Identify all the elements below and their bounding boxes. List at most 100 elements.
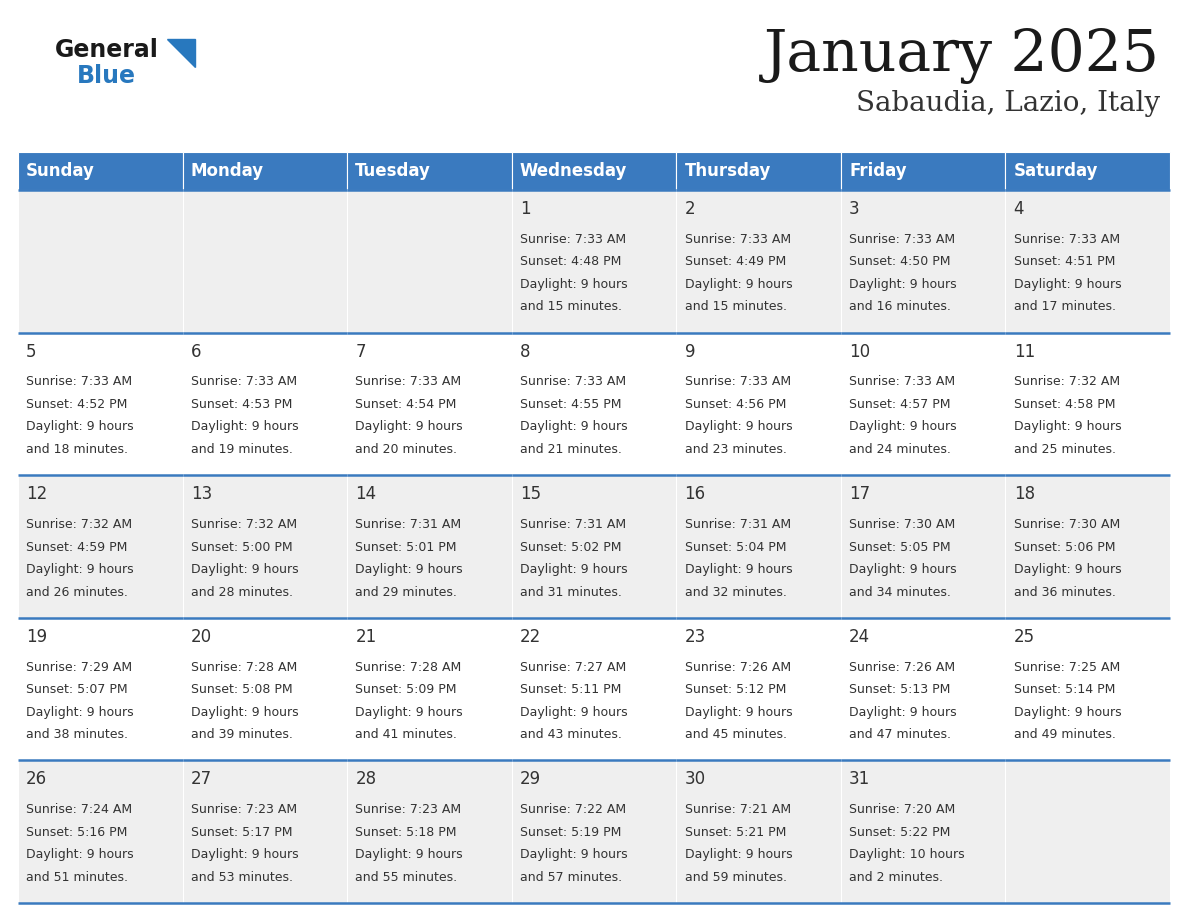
Text: 28: 28 xyxy=(355,770,377,789)
Text: Daylight: 9 hours: Daylight: 9 hours xyxy=(1013,278,1121,291)
Text: 20: 20 xyxy=(191,628,211,645)
Bar xyxy=(1005,476,1170,618)
Text: Sunset: 5:22 PM: Sunset: 5:22 PM xyxy=(849,825,950,839)
Bar xyxy=(183,476,347,618)
Text: 23: 23 xyxy=(684,628,706,645)
Bar xyxy=(1005,618,1170,760)
Text: 6: 6 xyxy=(191,342,201,361)
Text: 24: 24 xyxy=(849,628,871,645)
Bar xyxy=(1005,332,1170,476)
Text: and 49 minutes.: and 49 minutes. xyxy=(1013,728,1116,741)
Text: Daylight: 9 hours: Daylight: 9 hours xyxy=(849,420,956,433)
Text: Sunset: 4:56 PM: Sunset: 4:56 PM xyxy=(684,397,786,411)
Text: Sunrise: 7:32 AM: Sunrise: 7:32 AM xyxy=(26,518,132,531)
Text: and 23 minutes.: and 23 minutes. xyxy=(684,443,786,456)
Bar xyxy=(841,152,1005,190)
Text: 12: 12 xyxy=(26,486,48,503)
Text: Sunset: 5:06 PM: Sunset: 5:06 PM xyxy=(1013,541,1116,554)
Bar xyxy=(18,476,183,618)
Bar xyxy=(512,190,676,332)
Text: 5: 5 xyxy=(26,342,37,361)
Text: and 47 minutes.: and 47 minutes. xyxy=(849,728,952,741)
Text: Sunset: 4:53 PM: Sunset: 4:53 PM xyxy=(191,397,292,411)
Text: Sunset: 4:50 PM: Sunset: 4:50 PM xyxy=(849,255,950,268)
Bar xyxy=(841,476,1005,618)
Bar xyxy=(183,760,347,903)
Text: Daylight: 9 hours: Daylight: 9 hours xyxy=(26,706,134,719)
Text: Sunrise: 7:27 AM: Sunrise: 7:27 AM xyxy=(520,661,626,674)
Text: Saturday: Saturday xyxy=(1013,162,1098,180)
Text: Sunrise: 7:33 AM: Sunrise: 7:33 AM xyxy=(684,375,791,388)
Text: and 39 minutes.: and 39 minutes. xyxy=(191,728,292,741)
Text: Daylight: 9 hours: Daylight: 9 hours xyxy=(191,706,298,719)
Text: 26: 26 xyxy=(26,770,48,789)
Text: Sunrise: 7:33 AM: Sunrise: 7:33 AM xyxy=(849,375,955,388)
Text: Sabaudia, Lazio, Italy: Sabaudia, Lazio, Italy xyxy=(855,90,1159,117)
Text: 22: 22 xyxy=(520,628,542,645)
Text: 19: 19 xyxy=(26,628,48,645)
Text: General: General xyxy=(55,38,159,62)
Text: Sunrise: 7:32 AM: Sunrise: 7:32 AM xyxy=(1013,375,1120,388)
Text: 17: 17 xyxy=(849,486,871,503)
Text: Sunrise: 7:23 AM: Sunrise: 7:23 AM xyxy=(355,803,461,816)
Text: Daylight: 9 hours: Daylight: 9 hours xyxy=(684,563,792,576)
Text: Daylight: 9 hours: Daylight: 9 hours xyxy=(191,848,298,861)
Bar xyxy=(183,332,347,476)
Text: and 25 minutes.: and 25 minutes. xyxy=(1013,443,1116,456)
Text: 15: 15 xyxy=(520,486,541,503)
Text: Daylight: 9 hours: Daylight: 9 hours xyxy=(684,848,792,861)
Text: Sunset: 4:52 PM: Sunset: 4:52 PM xyxy=(26,397,127,411)
Bar xyxy=(347,760,512,903)
Bar xyxy=(676,760,841,903)
Text: and 38 minutes.: and 38 minutes. xyxy=(26,728,128,741)
Text: Sunset: 5:09 PM: Sunset: 5:09 PM xyxy=(355,683,457,696)
Text: Sunrise: 7:33 AM: Sunrise: 7:33 AM xyxy=(355,375,461,388)
Text: Sunset: 5:04 PM: Sunset: 5:04 PM xyxy=(684,541,786,554)
Text: and 43 minutes.: and 43 minutes. xyxy=(520,728,621,741)
Text: 4: 4 xyxy=(1013,200,1024,218)
Bar xyxy=(18,760,183,903)
Bar xyxy=(18,332,183,476)
Bar xyxy=(18,618,183,760)
Text: and 20 minutes.: and 20 minutes. xyxy=(355,443,457,456)
Text: Monday: Monday xyxy=(191,162,264,180)
Text: Sunset: 5:07 PM: Sunset: 5:07 PM xyxy=(26,683,128,696)
Text: Sunset: 4:51 PM: Sunset: 4:51 PM xyxy=(1013,255,1116,268)
Text: Sunrise: 7:31 AM: Sunrise: 7:31 AM xyxy=(520,518,626,531)
Bar xyxy=(512,152,676,190)
Text: and 28 minutes.: and 28 minutes. xyxy=(191,586,292,599)
Text: Sunset: 5:18 PM: Sunset: 5:18 PM xyxy=(355,825,457,839)
Text: Sunset: 5:13 PM: Sunset: 5:13 PM xyxy=(849,683,950,696)
Text: Sunset: 5:14 PM: Sunset: 5:14 PM xyxy=(1013,683,1116,696)
Text: Sunrise: 7:25 AM: Sunrise: 7:25 AM xyxy=(1013,661,1120,674)
Text: Daylight: 9 hours: Daylight: 9 hours xyxy=(520,706,627,719)
Text: Daylight: 9 hours: Daylight: 9 hours xyxy=(849,706,956,719)
Text: Daylight: 9 hours: Daylight: 9 hours xyxy=(849,563,956,576)
Text: 3: 3 xyxy=(849,200,860,218)
Text: Daylight: 9 hours: Daylight: 9 hours xyxy=(1013,420,1121,433)
Text: Sunrise: 7:31 AM: Sunrise: 7:31 AM xyxy=(684,518,791,531)
Text: Daylight: 9 hours: Daylight: 9 hours xyxy=(26,848,134,861)
Text: 27: 27 xyxy=(191,770,211,789)
Text: and 59 minutes.: and 59 minutes. xyxy=(684,871,786,884)
Bar xyxy=(347,190,512,332)
Text: 29: 29 xyxy=(520,770,541,789)
Text: Sunrise: 7:33 AM: Sunrise: 7:33 AM xyxy=(191,375,297,388)
Text: Daylight: 10 hours: Daylight: 10 hours xyxy=(849,848,965,861)
Text: Daylight: 9 hours: Daylight: 9 hours xyxy=(684,420,792,433)
Polygon shape xyxy=(168,39,195,67)
Text: Sunset: 4:58 PM: Sunset: 4:58 PM xyxy=(1013,397,1116,411)
Text: Sunset: 4:54 PM: Sunset: 4:54 PM xyxy=(355,397,456,411)
Text: Daylight: 9 hours: Daylight: 9 hours xyxy=(1013,706,1121,719)
Bar xyxy=(183,152,347,190)
Text: 13: 13 xyxy=(191,486,211,503)
Text: Sunset: 5:17 PM: Sunset: 5:17 PM xyxy=(191,825,292,839)
Text: and 36 minutes.: and 36 minutes. xyxy=(1013,586,1116,599)
Bar xyxy=(512,760,676,903)
Text: 21: 21 xyxy=(355,628,377,645)
Text: Daylight: 9 hours: Daylight: 9 hours xyxy=(520,420,627,433)
Text: and 24 minutes.: and 24 minutes. xyxy=(849,443,950,456)
Bar xyxy=(18,190,183,332)
Text: 30: 30 xyxy=(684,770,706,789)
Text: Sunrise: 7:33 AM: Sunrise: 7:33 AM xyxy=(684,233,791,246)
